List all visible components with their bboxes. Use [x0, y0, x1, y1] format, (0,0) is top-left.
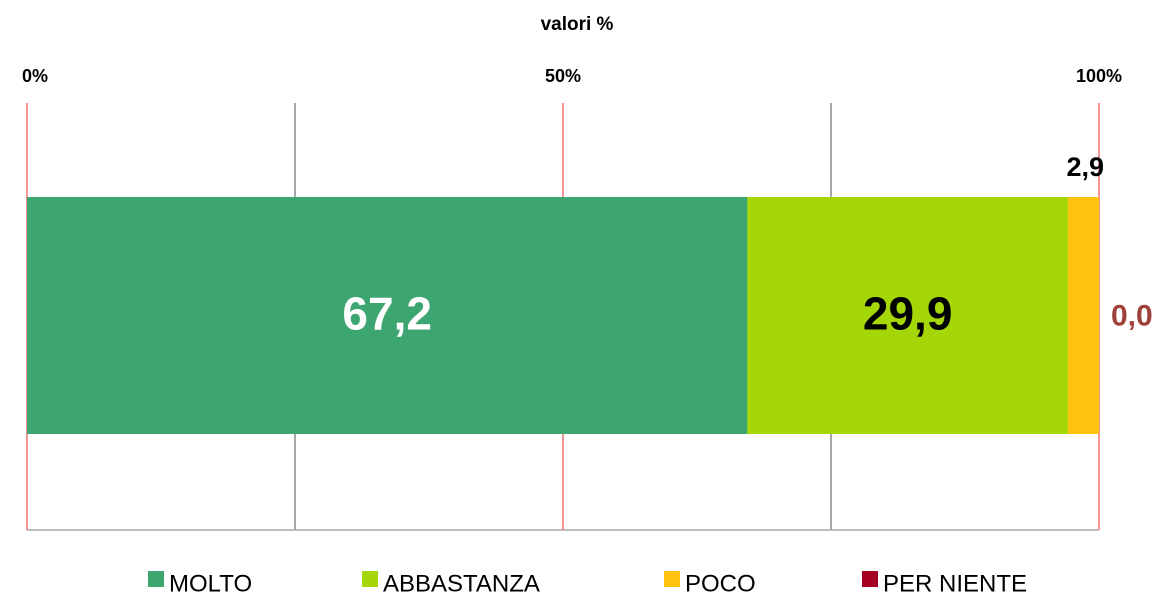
legend-label: POCO: [685, 570, 756, 597]
bar-segment: [27, 197, 748, 434]
x-tick-label: 0%: [22, 66, 48, 86]
value-label: 67,2: [342, 288, 432, 340]
value-label: 2,9: [1066, 152, 1104, 182]
x-tick-label: 50%: [545, 66, 581, 86]
x-tick-label: 100%: [1076, 66, 1122, 86]
legend-swatch: [862, 571, 878, 587]
legend-swatch: [148, 571, 164, 587]
value-label: 29,9: [863, 288, 953, 340]
bar-segment: [1067, 197, 1099, 434]
legend-label: MOLTO: [169, 570, 252, 597]
legend-swatch: [362, 571, 378, 587]
value-label: 0,0: [1111, 299, 1153, 332]
chart-title: valori %: [541, 14, 614, 35]
legend-label: ABBASTANZA: [383, 570, 540, 597]
legend-label: PER NIENTE: [883, 570, 1027, 597]
bar-segment: [747, 197, 1068, 434]
legend-swatch: [664, 571, 680, 587]
